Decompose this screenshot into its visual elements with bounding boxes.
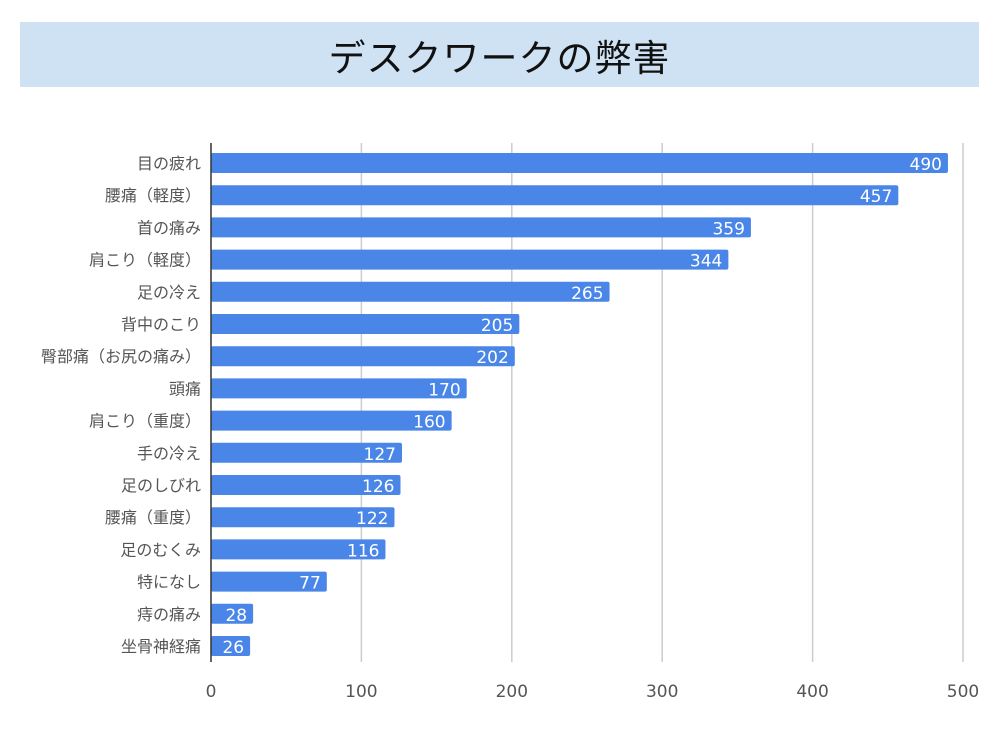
bar-11 <box>211 507 395 528</box>
category-label-3: 肩こり（軽度） <box>89 251 201 270</box>
category-label-9: 手の冷え <box>137 444 201 463</box>
category-label-14: 痔の痛み <box>137 605 201 624</box>
category-label-11: 腰痛（重度） <box>105 508 201 527</box>
bar-9 <box>211 442 403 463</box>
chart-title-banner: デスクワークの弊害 <box>20 22 979 87</box>
x-tick-label-5: 500 <box>947 682 979 702</box>
data-label-10: 126 <box>362 477 394 497</box>
data-label-6: 202 <box>476 348 508 368</box>
data-label-3: 344 <box>690 252 722 272</box>
data-label-0: 490 <box>910 155 942 175</box>
chart-title: デスクワークの弊害 <box>328 36 671 80</box>
bar-6 <box>211 346 515 367</box>
category-label-8: 肩こり（重度） <box>89 412 201 431</box>
category-label-0: 目の疲れ <box>137 154 201 173</box>
x-tick-label-4: 400 <box>796 682 828 702</box>
bar-14 <box>211 603 254 624</box>
data-label-5: 205 <box>481 316 513 336</box>
x-tick-label-3: 300 <box>646 682 678 702</box>
bar-0 <box>211 153 948 173</box>
bar-7 <box>211 378 467 399</box>
data-label-4: 265 <box>571 284 603 304</box>
bar-10 <box>211 475 401 495</box>
x-tick-label-0: 0 <box>206 682 217 702</box>
category-label-4: 足の冷え <box>137 283 201 302</box>
data-label-9: 127 <box>364 445 396 465</box>
bar-4 <box>211 281 610 302</box>
bar-15 <box>211 636 251 656</box>
bar-1 <box>211 185 899 206</box>
data-label-11: 122 <box>356 509 388 529</box>
category-label-5: 背中のこり <box>121 315 201 334</box>
x-tick-label-1: 100 <box>345 682 377 702</box>
bar-2 <box>211 217 751 238</box>
data-label-15: 26 <box>222 638 244 658</box>
bar-5 <box>211 314 520 334</box>
data-label-14: 28 <box>225 606 247 626</box>
category-label-10: 足のしびれ <box>121 476 201 495</box>
data-label-8: 160 <box>413 413 445 433</box>
category-label-6: 臀部痛（お尻の痛み） <box>41 347 201 366</box>
x-tick-label-2: 200 <box>496 682 528 702</box>
bars: 490 457 359 344 265 205 202 170 160 127 126 122 116 7… <box>211 153 948 658</box>
bar-13 <box>211 571 327 592</box>
data-label-13: 77 <box>299 574 321 594</box>
bar-8 <box>211 410 452 431</box>
data-label-12: 116 <box>347 541 379 561</box>
data-label-1: 457 <box>860 187 892 207</box>
category-label-2: 首の痛み <box>137 218 201 237</box>
category-label-1: 腰痛（軽度） <box>105 186 201 205</box>
category-label-12: 足のむくみ <box>120 540 201 559</box>
category-label-7: 頭痛 <box>169 379 201 398</box>
category-label-15: 坐骨神経痛 <box>121 637 201 656</box>
data-label-2: 359 <box>712 219 744 239</box>
bar-12 <box>211 539 386 560</box>
category-label-13: 特になし <box>137 573 201 592</box>
bar-3 <box>211 249 729 270</box>
data-label-7: 170 <box>428 380 460 400</box>
